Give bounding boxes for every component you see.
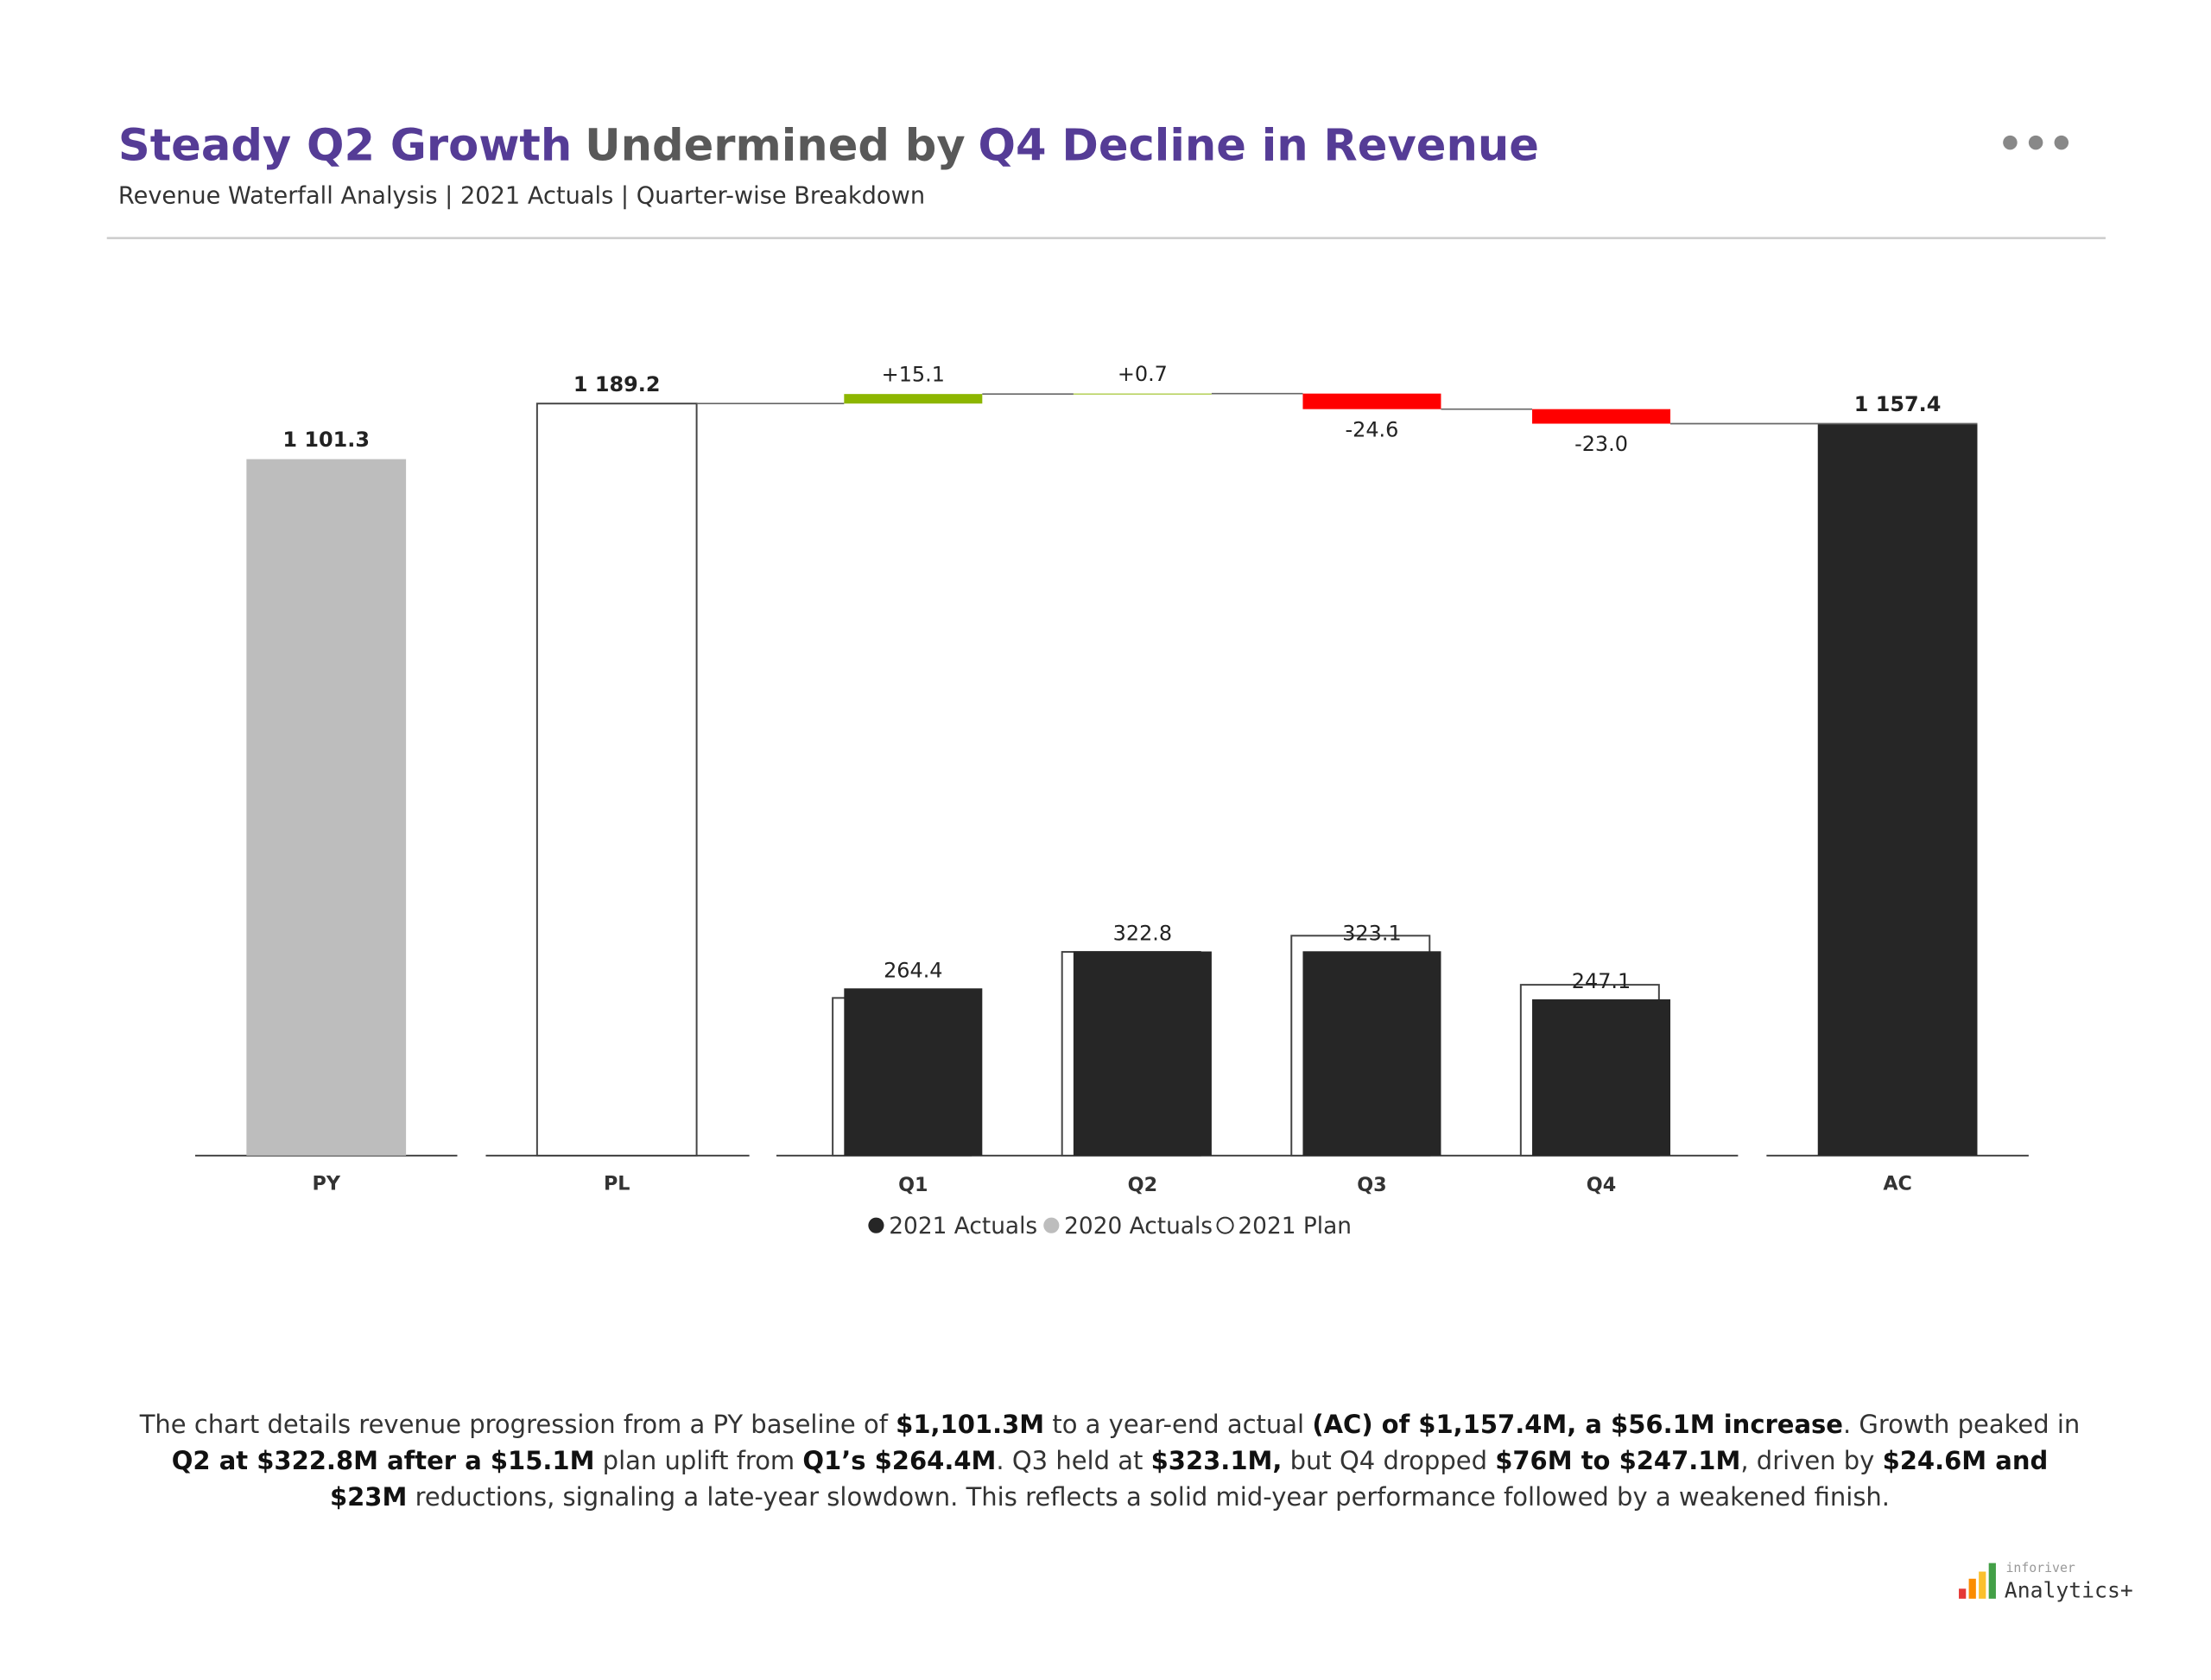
description-text: (AC) of $1,157.4M, a $56.1M increase — [1312, 1410, 1843, 1439]
legend-label: 2021 Plan — [1238, 1214, 1352, 1239]
actual-label: 323.1 — [1342, 922, 1401, 946]
total-label: 1 189.2 — [573, 372, 661, 396]
description-text: plan uplift from — [594, 1446, 803, 1475]
total-bar — [535, 403, 698, 1157]
total-bar — [246, 459, 407, 1156]
legend-swatch — [868, 1217, 884, 1233]
variance-label: +0.7 — [1118, 362, 1168, 386]
actual-bar — [1532, 998, 1671, 1156]
variance-bar — [1302, 393, 1441, 409]
description-text: $1,101.3M — [896, 1410, 1045, 1439]
title-part: Undermined by — [585, 121, 966, 172]
x-tick-label: Q2 — [1128, 1174, 1157, 1196]
description-text: $76M to $247.1M — [1495, 1446, 1741, 1475]
variance-label: -24.6 — [1346, 417, 1399, 441]
variance-bar — [1532, 409, 1671, 424]
description-text: $24.6M and $23M — [329, 1446, 2049, 1512]
variance-label: -23.0 — [1574, 432, 1628, 456]
actual-label: 264.4 — [884, 958, 942, 982]
description-text: Q1’s $264.4M — [802, 1446, 997, 1475]
legend-swatch — [1216, 1216, 1234, 1234]
title-part: Q4 Decline in Revenue — [979, 121, 1539, 172]
variance-label: +15.1 — [882, 363, 945, 387]
x-tick-label: PL — [604, 1172, 630, 1195]
x-tick-label: Q1 — [898, 1174, 928, 1196]
chart-title: Steady Q2 Growth Undermined by Q4 Decline … — [118, 121, 1539, 172]
x-tick-label: Q3 — [1357, 1174, 1386, 1196]
description-text: The chart details revenue progression fr… — [139, 1410, 896, 1439]
description-text: but Q4 dropped — [1282, 1446, 1496, 1475]
description-text: Q2 at $322.8M after a $15.1M — [171, 1446, 595, 1475]
legend-label: 2020 Actuals — [1064, 1214, 1213, 1239]
description-text: . Q3 held at — [996, 1446, 1151, 1475]
title-part: Steady Q2 Growth — [118, 121, 572, 172]
actual-label: 322.8 — [1113, 922, 1172, 946]
legend-label: 2021 Actuals — [889, 1214, 1037, 1239]
actual-label: 247.1 — [1572, 969, 1631, 993]
actual-bar — [1073, 951, 1212, 1156]
description: The chart details revenue progression fr… — [130, 1406, 2090, 1515]
total-bar — [1817, 423, 1978, 1156]
x-tick-label: Q4 — [1587, 1174, 1616, 1196]
description-text: $323.1M, — [1150, 1446, 1283, 1475]
description-text: . Growth peaked in — [1842, 1410, 2081, 1439]
logo-product: Analytics+ — [2005, 1578, 2133, 1603]
variance-bar — [1073, 393, 1212, 395]
more-menu[interactable] — [2003, 135, 2069, 150]
actual-bar — [1302, 951, 1441, 1156]
logo: inforiver Analytics+ — [1959, 1561, 2133, 1603]
legend-swatch — [1043, 1217, 1060, 1233]
total-label: 1 101.3 — [282, 428, 370, 452]
chart-subtitle: Revenue Waterfall Analysis | 2021 Actual… — [118, 182, 925, 209]
x-tick-label: AC — [1883, 1172, 1912, 1195]
description-text: , driven by — [1740, 1446, 1883, 1475]
total-label: 1 157.4 — [1854, 392, 1942, 416]
actual-bar — [844, 988, 983, 1156]
description-text: reductions, signaling a late-year slowdo… — [407, 1482, 1891, 1512]
x-tick-label: PY — [313, 1172, 341, 1195]
logo-brand: inforiver — [2005, 1561, 2075, 1575]
variance-bar — [844, 394, 983, 404]
description-text: to a year-end actual — [1044, 1410, 1313, 1439]
